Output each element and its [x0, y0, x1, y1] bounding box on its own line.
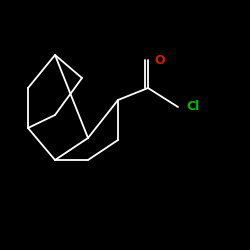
- Text: O: O: [154, 54, 164, 66]
- Text: Cl: Cl: [186, 100, 199, 114]
